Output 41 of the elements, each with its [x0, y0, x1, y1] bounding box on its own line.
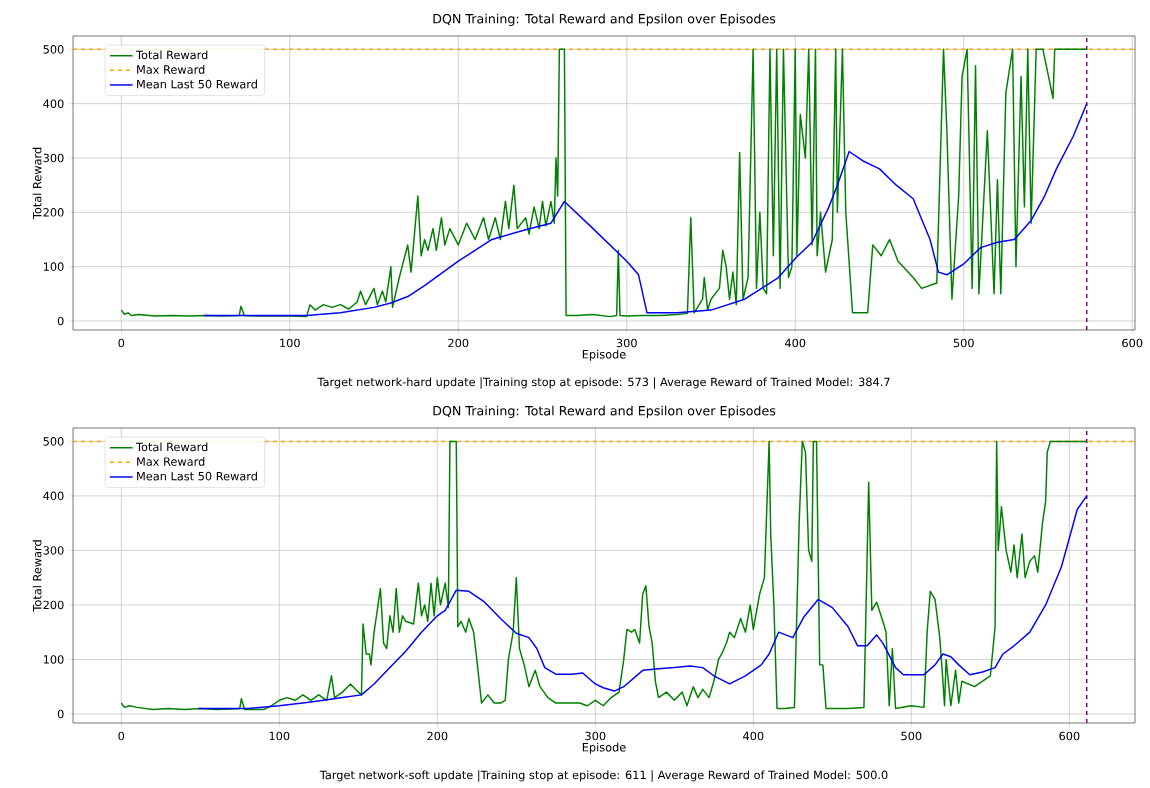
y-tick-label: 200	[43, 208, 64, 217]
x-tick-label: 300	[585, 731, 606, 741]
text: Target network-hard update |Training stop at episode: 573 | Average Reward of Trained Model: 384.7	[317, 377, 890, 389]
chart-title: DQN Training: Total Reward and Epsilon over Episodes	[433, 405, 776, 418]
x-tick-label: 200	[427, 731, 448, 741]
x-tick-label: 400	[784, 338, 806, 348]
legend-label: Total Reward	[135, 50, 208, 60]
y-tick-label: 500	[43, 437, 64, 446]
y-tick-label: 100	[43, 262, 64, 271]
x-tick-label: 0	[118, 731, 125, 741]
x-tick-label: 100	[280, 338, 300, 348]
y-tick-label: 400	[43, 99, 64, 108]
y-tick-label: 300	[43, 153, 64, 163]
chart-title: DQN Training: Total Reward and Epsilon over Episodes	[433, 13, 776, 26]
text: Target network-soft update |Training stop at episode: 611 | Average Reward of Trained Model: 500.0	[319, 770, 888, 782]
x-axis-title: Episode	[582, 742, 626, 754]
x-tick-label: 300	[616, 338, 637, 348]
x-tick-label: 200	[448, 338, 469, 348]
y-tick-label: 300	[43, 546, 64, 555]
x-tick-label: 600	[1059, 731, 1080, 741]
y-axis-title: Total Reward	[32, 147, 42, 220]
x-tick-label: 500	[901, 731, 922, 741]
legend-label: Total Reward	[135, 442, 208, 452]
x-tick-label: 0	[118, 338, 125, 348]
legend-label: Mean Last 50 Reward	[137, 471, 257, 481]
x-tick-label: 400	[743, 731, 764, 741]
y-axis-title: Total Reward	[32, 540, 42, 612]
y-tick-label: 0	[57, 316, 64, 326]
y-tick-label: 0	[57, 709, 64, 719]
x-tick-label: 600	[1122, 338, 1143, 348]
x-tick-label: 100	[269, 731, 290, 741]
x-tick-label: 500	[953, 338, 974, 348]
line-series	[197, 495, 1088, 710]
y-tick-label: 500	[43, 45, 64, 54]
legend-label: Max Reward	[137, 457, 205, 466]
legend-label: Mean Last 50 Reward	[137, 79, 257, 89]
legend-label: Max Reward	[137, 65, 205, 74]
x-axis-title: Episode	[582, 349, 626, 361]
y-tick-label: 100	[43, 655, 64, 664]
y-tick-label: 200	[43, 600, 64, 610]
y-tick-label: 400	[43, 491, 64, 501]
